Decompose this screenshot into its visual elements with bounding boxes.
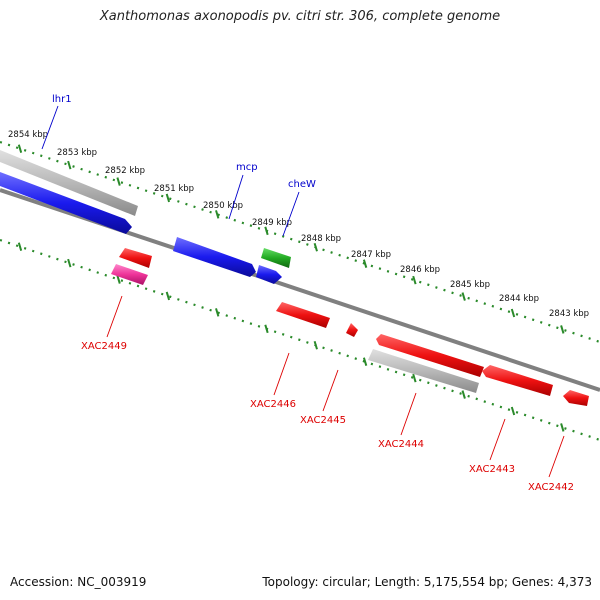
ruler-label: 2845 kbp bbox=[450, 280, 490, 290]
ruler-labels: 2854 kbp 2853 kbp 2852 kbp 2851 kbp 2850… bbox=[8, 130, 589, 319]
gene-chew-green-feature bbox=[261, 248, 291, 268]
gene-label-lhr1: lhr1 bbox=[52, 94, 72, 105]
ruler-label: 2846 kbp bbox=[400, 265, 440, 275]
major-tick bbox=[313, 340, 318, 350]
gene-label-xac2445: XAC2445 bbox=[300, 415, 346, 426]
major-tick bbox=[461, 390, 466, 399]
ruler-label: 2852 kbp bbox=[105, 166, 145, 176]
major-tick bbox=[412, 373, 417, 383]
major-tick bbox=[362, 259, 368, 268]
leader-line-xac2443 bbox=[489, 418, 506, 461]
gene-label-xac2443: XAC2443 bbox=[469, 464, 515, 475]
major-tick bbox=[17, 242, 23, 251]
ruler-label: 2850 kbp bbox=[203, 201, 243, 211]
major-tick bbox=[461, 292, 466, 301]
major-tick bbox=[116, 275, 121, 284]
major-tick bbox=[264, 226, 269, 236]
major-tick bbox=[313, 242, 318, 252]
ruler-label: 2851 kbp bbox=[154, 184, 194, 194]
reverse-tick-ring bbox=[0, 238, 600, 442]
leader-line-xac2449 bbox=[106, 295, 123, 338]
major-tick bbox=[560, 423, 565, 432]
major-tick bbox=[215, 308, 220, 317]
gene-label-xac2449: XAC2449 bbox=[81, 341, 127, 352]
major-tick bbox=[165, 291, 171, 301]
major-tick bbox=[165, 193, 171, 203]
gene-xac2449-magenta-feature bbox=[111, 264, 148, 285]
gene-lhr1-gray-feature bbox=[0, 150, 138, 216]
ruler-label: 2853 kbp bbox=[57, 148, 97, 158]
ruler-label: 2854 kbp bbox=[8, 130, 48, 140]
gene-label-mcp: mcp bbox=[236, 162, 258, 173]
ruler-label: 2844 kbp bbox=[499, 294, 539, 304]
major-tick bbox=[510, 308, 516, 318]
leader-line-chew bbox=[282, 191, 300, 237]
gene-xac2449-red-feature bbox=[119, 248, 152, 268]
summary-text: Topology: circular; Length: 5,175,554 bp… bbox=[262, 575, 592, 589]
major-ticks bbox=[17, 144, 565, 432]
major-tick bbox=[215, 210, 220, 219]
gene-xac2445-feature bbox=[346, 323, 358, 337]
gene-label-chew: cheW bbox=[288, 179, 316, 190]
leader-line-xac2442 bbox=[548, 435, 565, 478]
gene-xac2442-feature bbox=[563, 390, 589, 406]
gene-xac2444-red-feature bbox=[376, 334, 484, 377]
gene-label-xac2446: XAC2446 bbox=[250, 399, 296, 410]
gene-xac2446-feature bbox=[276, 302, 330, 328]
ruler-label: 2848 kbp bbox=[301, 234, 341, 244]
gene-lhr1-blue-feature bbox=[0, 172, 132, 234]
major-tick bbox=[264, 324, 269, 334]
major-tick bbox=[67, 258, 72, 268]
major-tick bbox=[17, 144, 23, 153]
gene-chew-blue-feature bbox=[256, 265, 282, 284]
gene-label-xac2444: XAC2444 bbox=[378, 439, 424, 450]
leader-line-lhr1 bbox=[41, 105, 59, 150]
gene-mcp-feature bbox=[173, 237, 256, 277]
leader-line-xac2444 bbox=[400, 392, 417, 436]
major-tick bbox=[67, 160, 72, 170]
gene-label-xac2442: XAC2442 bbox=[528, 482, 574, 493]
major-tick bbox=[362, 357, 368, 366]
major-tick bbox=[560, 325, 565, 334]
ruler-label: 2847 kbp bbox=[351, 250, 391, 260]
major-tick bbox=[510, 406, 516, 416]
major-tick bbox=[412, 275, 417, 285]
accession-text: Accession: NC_003919 bbox=[10, 575, 147, 589]
forward-tick-ring bbox=[0, 140, 600, 344]
leader-line-mcp bbox=[228, 174, 244, 220]
map-title: Xanthomonas axonopodis pv. citri str. 30… bbox=[99, 9, 501, 24]
leader-line-xac2445 bbox=[322, 369, 339, 412]
gene-xac2444-gray-feature bbox=[368, 349, 479, 393]
ruler-label: 2849 kbp bbox=[252, 218, 292, 228]
major-tick bbox=[116, 177, 121, 186]
gene-xac2443-feature bbox=[482, 365, 553, 396]
leader-line-xac2446 bbox=[273, 352, 290, 396]
ruler-label: 2843 kbp bbox=[549, 309, 589, 319]
